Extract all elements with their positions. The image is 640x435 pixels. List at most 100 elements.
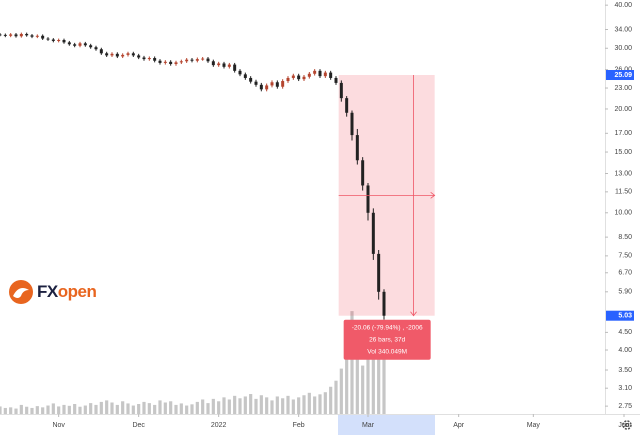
candle-body [329,72,333,78]
volume-bar [275,396,279,414]
candle-body [46,38,50,40]
volume [0,311,386,414]
candle-body [323,72,327,77]
x-tick-label: Dec [132,422,145,429]
candle-body [254,81,258,85]
candle-body [41,35,45,39]
price-label-bg [606,70,634,81]
y-tick-label: 40.00 [614,2,632,9]
volume-bar [185,405,189,414]
candle-body [174,62,178,65]
candle-body [137,55,141,58]
volume-bar [174,404,178,414]
volume-bar [3,407,7,414]
volume-bar [9,407,13,414]
volume-bar [46,405,50,414]
volume-bar [323,392,327,414]
candle-body [238,70,242,75]
volume-bar [227,399,231,414]
candle-body [201,58,205,60]
candle-body [169,61,173,65]
measure-tooltip-line: -20.06 (-79.94%) , -2006 [352,324,423,331]
candle-body [377,253,381,292]
logo-fx: FX [37,282,59,301]
x-tick-label: 2022 [211,422,227,429]
y-tick-label: 3.50 [618,367,632,374]
volume-bar [142,401,146,414]
y-tick-label: 6.70 [618,270,632,277]
candle-body [313,70,317,74]
candle-body [291,75,295,78]
logo-swirl [13,288,29,298]
candle-body [73,44,77,46]
volume-bar [190,404,194,414]
volume-bar [35,406,39,414]
candle-body [25,33,29,36]
volume-bar [0,406,2,414]
volume-bar [259,395,263,414]
y-tick-label: 8.50 [618,234,632,241]
candle-body [307,73,311,77]
volume-bar [307,392,311,414]
volume-bar [67,405,71,414]
volume-bar [83,405,87,414]
candle-body [158,60,162,63]
candle-body [147,58,151,60]
candle-body [366,185,370,213]
candle-body [3,34,7,36]
y-tick-label: 4.00 [618,347,632,354]
candle-body [142,57,146,60]
candle-body [233,64,237,71]
volume-bar [318,394,322,414]
volume-bar [195,401,199,414]
measure-tooltip [343,319,431,360]
logo-text: FXopen [37,282,96,301]
candle-body [78,43,82,46]
volume-bar [329,386,333,414]
price-label: 5.03 [618,313,632,320]
candle-body [153,58,157,61]
volume-bar [249,394,253,414]
volume-bar [222,397,226,414]
candle-body [185,59,189,62]
candle-body [19,33,23,37]
volume-bar [62,404,66,414]
candle-body [339,82,343,99]
candle-body [9,34,13,36]
volume-bar [110,402,114,414]
candle-body [243,74,247,78]
candle-body [361,160,365,186]
x-tick-label: Apr [453,422,465,429]
volume-bar [14,408,18,414]
measure-varrow [410,311,417,317]
volume-bar [169,401,173,414]
y-tick-label: 30.00 [614,45,632,52]
volume-bar [265,397,269,414]
x-tick-label: Mar [362,422,375,429]
candle-body [211,61,215,66]
candle-body [0,34,2,36]
volume-bar [366,335,370,414]
volume-bar [355,353,359,414]
volume-bar [115,404,119,414]
candle-body [275,82,279,87]
candle-body [62,39,66,43]
candle-body [35,35,39,37]
y-tick-label: 10.00 [614,210,632,217]
y-tick-label: 4.50 [618,329,632,336]
logo: FXopen [9,280,97,304]
price-label-bg [606,310,634,321]
y-tick-label: 15.00 [614,149,632,156]
tooltip: -20.06 (-79.94%) , -2006 26 bars, 37d Vol … [338,70,634,360]
volume-bar [291,399,295,414]
candle-body [126,53,130,55]
candle-body [318,70,322,77]
volume-bar [131,405,135,414]
candle-body [89,45,93,48]
measure-tooltip-line: 26 bars, 37d [369,336,406,343]
volume-bar [94,404,98,414]
settings-icon[interactable] [622,420,632,430]
volume-bar [238,398,242,414]
volume-bar [206,403,210,414]
volume-bar [51,403,55,414]
